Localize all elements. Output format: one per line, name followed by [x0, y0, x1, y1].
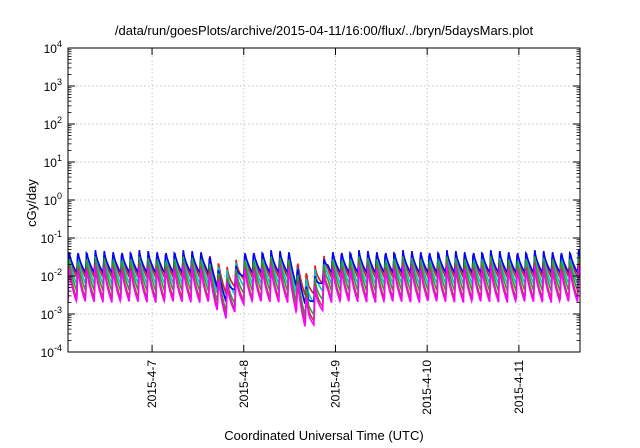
x-tick-label: 2015-4-10: [420, 360, 434, 415]
y-tick-label: 103: [44, 77, 62, 94]
y-axis-label: cGy/day: [24, 179, 39, 227]
series-line: [68, 250, 580, 304]
series-line: [68, 265, 580, 328]
y-tick-label: 10-4: [41, 343, 62, 360]
chart-title: /data/run/goesPlots/archive/2015-04-11/1…: [115, 23, 534, 38]
y-tick-label: 100: [44, 191, 62, 208]
x-tick-label: 2015-4-9: [328, 360, 342, 408]
series-line: [68, 250, 580, 296]
series-line: [68, 252, 580, 305]
y-tick-label: 10-3: [41, 305, 62, 322]
y-tick-label: 102: [44, 115, 62, 132]
series-line: [68, 256, 580, 317]
grid-lines: [68, 48, 580, 352]
series-line: [68, 262, 580, 324]
y-tick-label: 10-1: [41, 229, 62, 246]
y-tick-label: 10-2: [41, 267, 62, 284]
x-tick-label: 2015-4-11: [512, 360, 526, 414]
y-tick-label: 101: [44, 153, 62, 170]
plot-area: [68, 250, 580, 328]
x-axis: 2015-4-7 2015-4-8 2015-4-9 2015-4-10 2015-4-…: [145, 48, 526, 415]
x-tick-label: 2015-4-8: [237, 360, 251, 408]
y-tick-label: 104: [44, 39, 62, 56]
x-axis-label: Coordinated Universal Time (UTC): [224, 428, 423, 443]
y-axis: 10-4 10-3 10-2 10-1 100 101 102 103 104: [41, 39, 580, 360]
x-tick-label: 2015-4-7: [145, 360, 159, 408]
